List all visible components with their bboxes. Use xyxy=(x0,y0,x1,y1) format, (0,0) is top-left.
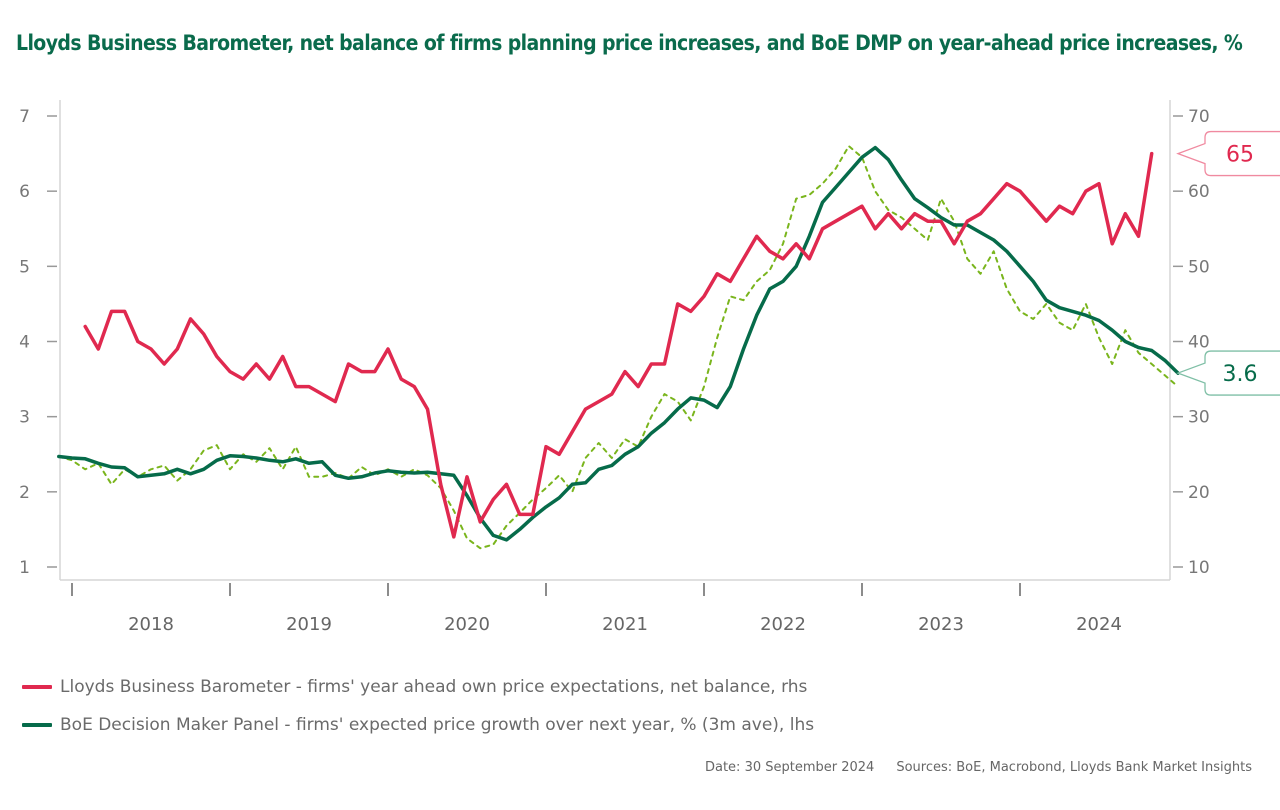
right-tick-label: 40 xyxy=(1188,333,1210,353)
callout-lbb: 65 xyxy=(1176,130,1280,177)
series-layer xyxy=(57,145,1180,550)
right-tick-label: 10 xyxy=(1188,558,1210,578)
legend-label-lbb: Lloyds Business Barometer - firms' year … xyxy=(60,677,808,697)
left-tick-label: 3 xyxy=(19,408,30,428)
left-tick-label: 5 xyxy=(19,257,30,277)
x-tick-label: 2024 xyxy=(1076,614,1122,635)
legend-item-lbb: Lloyds Business Barometer - firms' year … xyxy=(22,668,814,706)
callout-dmp-value: 3.6 xyxy=(1223,362,1258,387)
line-chart: 1 2 3 4 5 6 7 10 20 30 40 50 60 70 2018 2019 2020 2021 202… xyxy=(19,100,1280,635)
callout-dmp-shape xyxy=(1176,350,1280,396)
legend-label-dmp: BoE Decision Maker Panel - firms' expect… xyxy=(60,715,815,735)
left-tick-label: 7 xyxy=(19,107,30,127)
callouts: 65 3.6 xyxy=(1176,130,1280,396)
series-line-boe-dmp-3m-ave xyxy=(57,145,1180,542)
footer-date: Date: 30 September 2024 xyxy=(704,760,875,775)
legend: Lloyds Business Barometer - firms' year … xyxy=(22,668,814,744)
series-line-lloyds-business-barometer xyxy=(83,151,1154,539)
legend-swatch-dmp xyxy=(22,723,52,727)
x-tick-label: 2022 xyxy=(760,614,806,635)
chart-title: Lloyds Business Barometer, net balance o… xyxy=(16,31,1243,55)
right-tick-label: 70 xyxy=(1188,107,1210,127)
right-tick-label: 50 xyxy=(1188,257,1210,277)
x-tick-label: 2020 xyxy=(444,614,490,635)
callout-dmp: 3.6 xyxy=(1176,350,1280,396)
right-tick-label: 60 xyxy=(1188,182,1210,202)
right-tick-label: 20 xyxy=(1188,483,1210,503)
callout-lbb-value: 65 xyxy=(1226,143,1254,168)
left-tick-label: 1 xyxy=(19,558,30,578)
left-tick-label: 4 xyxy=(19,333,30,353)
footer: Date: 30 September 2024 Sources: BoE, Mac… xyxy=(683,760,1252,775)
x-tick-label: 2023 xyxy=(918,614,964,635)
legend-swatch-lbb xyxy=(22,685,52,689)
footer-sources: Sources: BoE, Macrobond, Lloyds Bank Mar… xyxy=(896,760,1252,775)
left-tick-label: 6 xyxy=(19,182,30,202)
x-tick-label: 2018 xyxy=(128,614,174,635)
right-tick-label: 30 xyxy=(1188,408,1210,428)
x-tick-label: 2019 xyxy=(286,614,332,635)
callout-lbb-shape xyxy=(1176,130,1280,177)
left-tick-label: 2 xyxy=(19,483,30,503)
x-tick-label: 2021 xyxy=(602,614,648,635)
series-line-boe-dmp-monthly xyxy=(57,145,1179,550)
legend-item-dmp: BoE Decision Maker Panel - firms' expect… xyxy=(22,706,814,744)
axes: 1 2 3 4 5 6 7 10 20 30 40 50 60 70 2018 2019 2020 2021 202… xyxy=(19,100,1210,635)
